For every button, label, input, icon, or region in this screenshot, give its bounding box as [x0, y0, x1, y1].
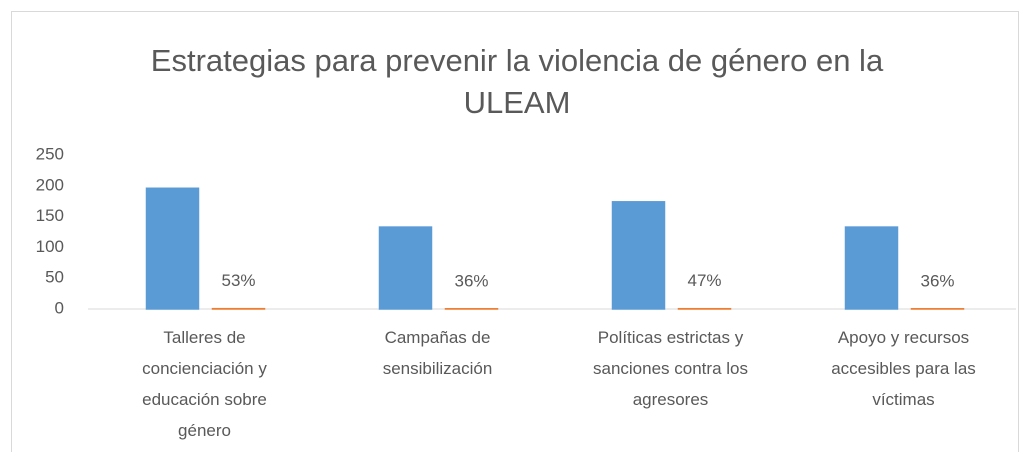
x-tick-label: Apoyo y recursos accesibles para las víc… — [831, 328, 976, 409]
y-tick-label: 0 — [55, 298, 64, 317]
x-tick-label: Políticas estrictas y sanciones contra l… — [593, 328, 748, 409]
data-label: 36% — [454, 271, 488, 290]
bar — [844, 226, 899, 310]
bar — [145, 187, 200, 310]
y-tick-label: 200 — [36, 175, 64, 194]
x-tick-label: Campañas de sensibilización — [382, 328, 493, 378]
y-tick-label: 50 — [45, 268, 64, 287]
y-tick-label: 250 — [36, 144, 64, 163]
data-label: 53% — [221, 271, 255, 290]
y-tick-label: 100 — [36, 237, 64, 256]
chart-title: Estrategias para prevenir la violencia d… — [150, 43, 884, 120]
data-label: 47% — [687, 271, 721, 290]
y-tick-label: 150 — [36, 206, 64, 225]
x-tick-label: Talleres de concienciación y educación s… — [142, 328, 267, 440]
bar — [378, 226, 433, 310]
chart-border — [11, 11, 1019, 452]
bar — [611, 201, 666, 310]
data-label: 36% — [920, 271, 954, 290]
